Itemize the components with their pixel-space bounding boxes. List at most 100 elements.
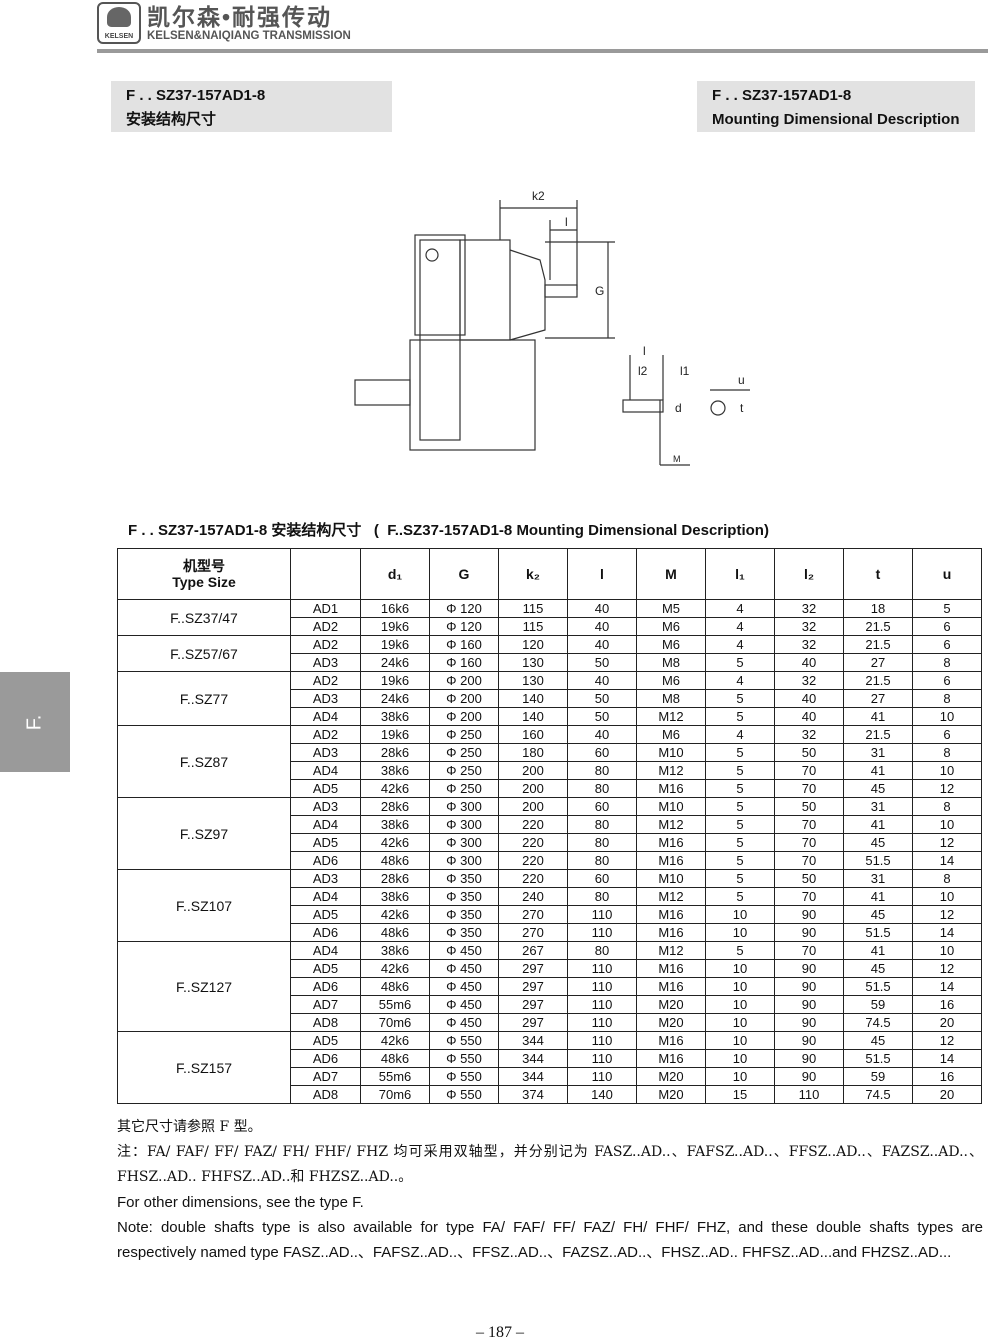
table-cell: M16 bbox=[636, 779, 706, 798]
table-cell: 10 bbox=[912, 941, 982, 960]
note-en-2: Note: double shafts type is also availab… bbox=[117, 1219, 983, 1261]
table-cell: M16 bbox=[636, 923, 706, 942]
table-cell: AD2 bbox=[290, 617, 361, 636]
page-number: – 187 – bbox=[476, 1324, 524, 1341]
table-cell: Φ 550 bbox=[429, 1049, 499, 1068]
type-size-cell: F..SZ87 bbox=[117, 725, 291, 798]
table-cell: 10 bbox=[705, 923, 775, 942]
table-cell: 90 bbox=[774, 1067, 844, 1086]
table-cell: 10 bbox=[705, 905, 775, 924]
table-cell: 50 bbox=[567, 689, 637, 708]
table-cell: M16 bbox=[636, 851, 706, 870]
table-cell: AD6 bbox=[290, 977, 361, 996]
table-cell: 140 bbox=[567, 1085, 637, 1104]
table-cell: 70 bbox=[774, 833, 844, 852]
table-cell: Φ 250 bbox=[429, 743, 499, 762]
header-col: d₁ bbox=[360, 548, 430, 600]
type-size-cell: F..SZ107 bbox=[117, 869, 291, 942]
table-cell: 59 bbox=[843, 1067, 913, 1086]
table-cell: AD6 bbox=[290, 1049, 361, 1068]
table-cell: 48k6 bbox=[360, 851, 430, 870]
table-cell: M8 bbox=[636, 689, 706, 708]
table-row: F..SZ97 AD3 28k6 Φ 300 200 60 M10 5 50 31 8 bbox=[117, 797, 982, 870]
table-cell: 55m6 bbox=[360, 995, 430, 1014]
table-cell: 10 bbox=[912, 887, 982, 906]
table-cell: 40 bbox=[774, 653, 844, 672]
table-cell: M20 bbox=[636, 1085, 706, 1104]
label-k2: k2 bbox=[532, 189, 545, 203]
table-cell: AD3 bbox=[290, 797, 361, 816]
header-divider bbox=[97, 49, 988, 53]
table-row: AD8 70m6 Φ 550 374 140 M20 15 110 74.5 20 bbox=[118, 1085, 982, 1104]
table-cell: 80 bbox=[567, 851, 637, 870]
table-cell: 50 bbox=[774, 797, 844, 816]
notes: 其它尺寸请参照 F 型。 注：FA/ FAF/ FF/ FAZ/ FH/ FHF… bbox=[117, 1115, 983, 1265]
table-cell: 19k6 bbox=[360, 635, 430, 654]
table-cell: 4 bbox=[705, 617, 775, 636]
table-cell: 14 bbox=[912, 977, 982, 996]
table-cell: Φ 350 bbox=[429, 923, 499, 942]
table-cell: 80 bbox=[567, 779, 637, 798]
header-col: l₂ bbox=[774, 548, 844, 600]
table-cell: AD5 bbox=[290, 779, 361, 798]
table-cell: AD4 bbox=[290, 887, 361, 906]
table-cell: Φ 450 bbox=[429, 977, 499, 996]
table-cell: 8 bbox=[912, 797, 982, 816]
section-tab[interactable]: F. bbox=[0, 672, 70, 772]
logo-mark-icon: KELSEN bbox=[97, 2, 141, 44]
table-cell: 80 bbox=[567, 815, 637, 834]
table-cell: AD2 bbox=[290, 671, 361, 690]
note-en-1: For other dimensions, see the type F. bbox=[117, 1194, 364, 1211]
table-cell: Φ 550 bbox=[429, 1031, 499, 1050]
table-cell: 45 bbox=[843, 833, 913, 852]
table-cell: 32 bbox=[774, 599, 844, 618]
table-cell: 8 bbox=[912, 689, 982, 708]
table-cell: Φ 300 bbox=[429, 815, 499, 834]
table-cell: 5 bbox=[705, 779, 775, 798]
table-cell: M12 bbox=[636, 815, 706, 834]
label-l: l bbox=[565, 215, 568, 229]
table-cell: 90 bbox=[774, 1013, 844, 1032]
table-cell: 16k6 bbox=[360, 599, 430, 618]
table-cell: 32 bbox=[774, 725, 844, 744]
table-cell: 297 bbox=[498, 1013, 568, 1032]
table-cell: 80 bbox=[567, 833, 637, 852]
table-cell: 344 bbox=[498, 1067, 568, 1086]
table-cell: 60 bbox=[567, 743, 637, 762]
table-cell: 14 bbox=[912, 923, 982, 942]
table-cell: 240 bbox=[498, 887, 568, 906]
table-cell: 5 bbox=[705, 743, 775, 762]
label-l2: l2 bbox=[638, 364, 648, 378]
table-row: F..SZ37/47 AD1 16k6 Φ 120 115 40 M5 4 32 18 5 bbox=[117, 599, 982, 636]
table-cell: Φ 250 bbox=[429, 725, 499, 744]
table-cell: 90 bbox=[774, 959, 844, 978]
table-cell: 8 bbox=[912, 653, 982, 672]
table-cell: 10 bbox=[705, 1067, 775, 1086]
table-cell: 70 bbox=[774, 779, 844, 798]
table-cell: 31 bbox=[843, 797, 913, 816]
note-cn-1: 其它尺寸请参照 F 型。 bbox=[117, 1119, 262, 1135]
table-cell: 14 bbox=[912, 1049, 982, 1068]
table-cell: 267 bbox=[498, 941, 568, 960]
table-cell: Φ 200 bbox=[429, 689, 499, 708]
table-cell: 20 bbox=[912, 1085, 982, 1104]
header-variant bbox=[290, 548, 361, 600]
table-cell: 24k6 bbox=[360, 653, 430, 672]
table-cell: 14 bbox=[912, 851, 982, 870]
table-cell: 42k6 bbox=[360, 959, 430, 978]
table-cell: 297 bbox=[498, 977, 568, 996]
table-cell: 41 bbox=[843, 815, 913, 834]
table-cell: AD8 bbox=[290, 1013, 361, 1032]
table-cell: 80 bbox=[567, 887, 637, 906]
table-cell: 80 bbox=[567, 761, 637, 780]
table-cell: 51.5 bbox=[843, 851, 913, 870]
type-size-cell: F..SZ37/47 bbox=[117, 599, 291, 636]
table-cell: 51.5 bbox=[843, 977, 913, 996]
table-cell: M16 bbox=[636, 1031, 706, 1050]
table-cell: M12 bbox=[636, 941, 706, 960]
table-cell: Φ 450 bbox=[429, 1013, 499, 1032]
table-cell: 38k6 bbox=[360, 707, 430, 726]
table-cell: M12 bbox=[636, 887, 706, 906]
table-cell: 24k6 bbox=[360, 689, 430, 708]
